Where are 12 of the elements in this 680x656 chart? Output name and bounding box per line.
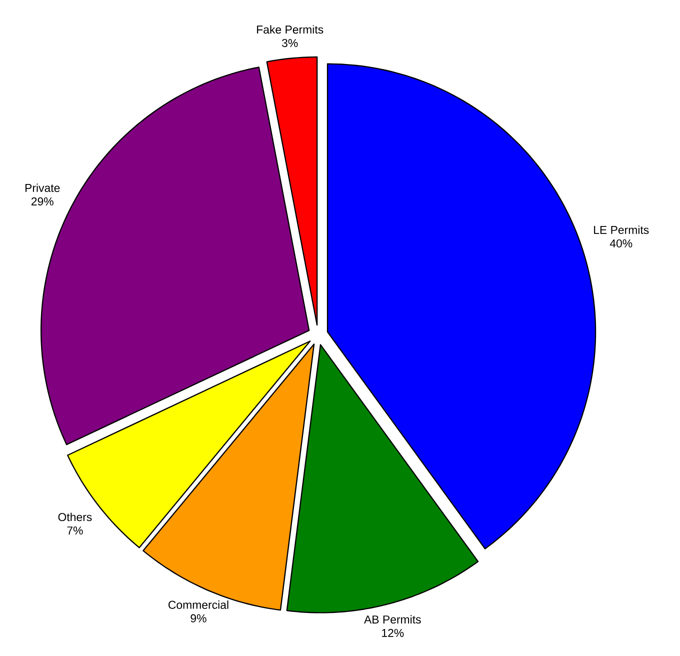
data-label: 7% xyxy=(67,526,83,535)
data-label: 29% xyxy=(31,197,54,206)
slice-label: Fake Permits xyxy=(257,25,324,34)
slice-label: Others xyxy=(58,512,92,522)
data-label: 40% xyxy=(610,239,632,248)
data-label: 3% xyxy=(282,38,298,48)
slice-label: LE Permits xyxy=(594,226,649,234)
data-label: 9% xyxy=(190,614,206,622)
slice-label: Commercial xyxy=(168,600,228,609)
data-label: 12% xyxy=(382,628,404,637)
slice-label: Private xyxy=(25,184,60,192)
slice-label: AB Permits xyxy=(364,615,421,624)
